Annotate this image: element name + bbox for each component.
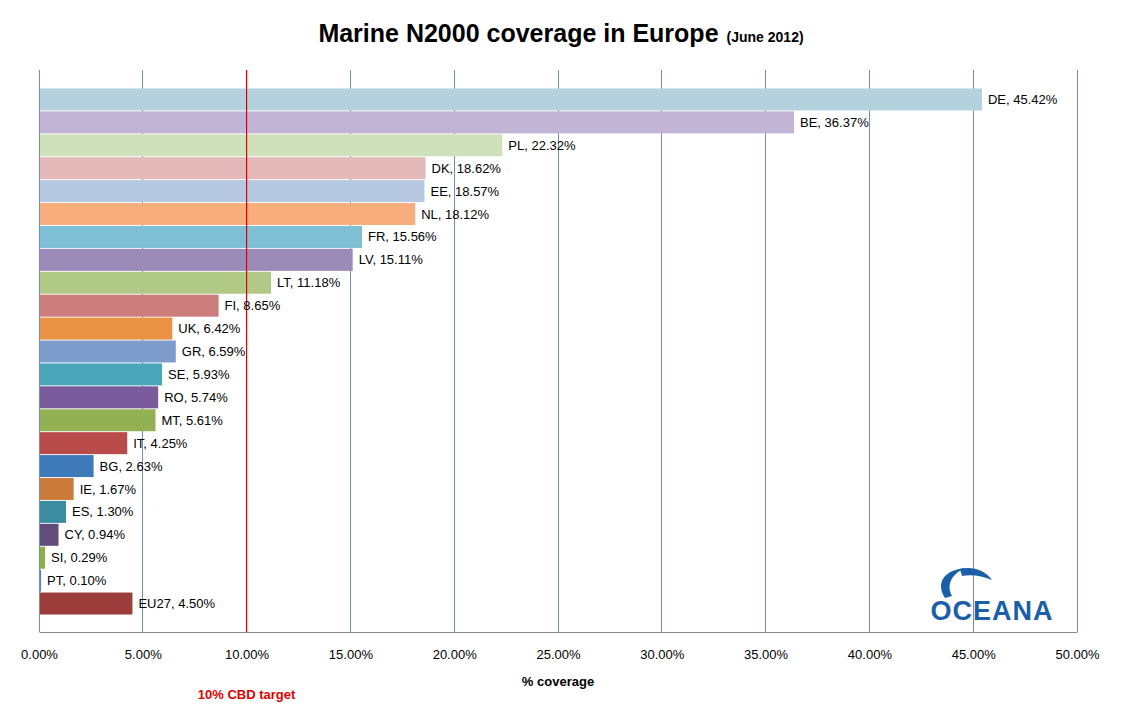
bar <box>39 363 162 385</box>
data-label: ES, 1.30% <box>72 504 134 519</box>
data-label: NL, 18.12% <box>421 207 489 222</box>
data-label: GR, 6.59% <box>182 344 246 359</box>
tick-label: 25.00% <box>536 647 581 662</box>
bar <box>39 203 415 225</box>
bar <box>39 386 158 408</box>
data-label: DE, 45.42% <box>988 92 1058 107</box>
data-label: LV, 15.11% <box>359 252 424 267</box>
data-label: SE, 5.93% <box>168 367 230 382</box>
tick-label: 35.00% <box>744 647 789 662</box>
grid-line <box>1077 70 1078 632</box>
grid <box>39 70 1077 632</box>
target-label: 10% CBD target <box>198 687 296 702</box>
x-axis-title: % coverage <box>522 674 594 689</box>
bar <box>39 272 271 294</box>
data-label: BE, 36.37% <box>800 115 869 130</box>
bar <box>39 88 982 110</box>
tick-label: 20.00% <box>433 647 478 662</box>
data-label: PL, 22.32% <box>508 138 576 153</box>
chart: 0.00% 5.00% 10.00% 15.00% 20.00% 25.00% 30.00%… <box>0 0 1122 711</box>
tick: 30.00% <box>640 632 685 662</box>
data-label: IT, 4.25% <box>133 436 188 451</box>
data-label: RO, 5.74% <box>164 390 228 405</box>
bar <box>39 341 176 363</box>
title-main: Marine N2000 coverage in Europe <box>318 19 718 47</box>
grid-line <box>973 70 974 632</box>
tick: 15.00% <box>329 632 374 662</box>
bar <box>39 111 794 133</box>
data-label: DK, 18.62% <box>432 161 502 176</box>
bars <box>39 88 982 614</box>
tick: 10.00% <box>225 632 270 662</box>
grid-line <box>39 70 40 632</box>
tick: 20.00% <box>433 632 478 662</box>
tick-label: 15.00% <box>329 647 374 662</box>
grid-line <box>765 70 766 632</box>
logo-swoosh-fin <box>960 568 992 580</box>
bar <box>39 295 219 317</box>
grid-line <box>558 70 559 632</box>
data-label: PT, 0.10% <box>47 573 107 588</box>
tick: 0.00% <box>21 632 58 662</box>
grid-line <box>246 70 247 632</box>
logo-text: OCEANA <box>930 596 1053 626</box>
bar <box>39 134 502 156</box>
target-line <box>246 70 247 632</box>
tick: 35.00% <box>744 632 789 662</box>
tick-label: 10.00% <box>225 647 270 662</box>
data-label: FR, 15.56% <box>368 229 437 244</box>
tick: 50.00% <box>1055 632 1100 662</box>
bar <box>39 478 74 500</box>
data-label: UK, 6.42% <box>178 321 241 336</box>
bar <box>39 409 155 431</box>
y-axis-line <box>39 70 40 632</box>
tick-label: 30.00% <box>640 647 685 662</box>
data-labels: DE, 45.42% BE, 36.37% PL, 22.32% DK, 18.62%… <box>47 92 1058 611</box>
logo: OCEANA <box>930 568 1053 626</box>
tick-label: 40.00% <box>848 647 893 662</box>
bar <box>39 180 425 202</box>
x-axis-line <box>40 632 1078 633</box>
title: Marine N2000 coverage in Europe (June 201… <box>318 19 803 47</box>
tick-label: 45.00% <box>952 647 997 662</box>
bar <box>39 226 362 248</box>
bar <box>39 593 132 615</box>
x-axis: 0.00% 5.00% 10.00% 15.00% 20.00% 25.00% 30.00%… <box>21 632 1100 662</box>
bar <box>39 249 353 271</box>
grid-line <box>661 70 662 632</box>
bar <box>39 524 59 546</box>
data-label: BG, 2.63% <box>100 459 163 474</box>
data-label: LT, 11.18% <box>277 275 341 290</box>
tick: 45.00% <box>952 632 997 662</box>
data-label: MT, 5.61% <box>161 413 223 428</box>
bar <box>39 318 172 340</box>
bar <box>39 432 127 454</box>
grid-line <box>869 70 870 632</box>
bar <box>39 157 426 179</box>
tick-label: 0.00% <box>21 647 58 662</box>
bar <box>39 501 66 523</box>
data-label: EE, 18.57% <box>431 184 500 199</box>
data-label: FI, 8.65% <box>225 298 281 313</box>
tick: 5.00% <box>125 632 162 662</box>
data-label: CY, 0.94% <box>65 527 126 542</box>
tick-label: 50.00% <box>1055 647 1100 662</box>
bar <box>39 547 45 569</box>
tick-label: 5.00% <box>125 647 162 662</box>
data-label: EU27, 4.50% <box>138 596 215 611</box>
bar <box>39 455 94 477</box>
tick: 40.00% <box>848 632 893 662</box>
subtitle: (June 2012) <box>727 29 804 45</box>
data-label: SI, 0.29% <box>51 550 108 565</box>
data-label: IE, 1.67% <box>80 482 137 497</box>
tick: 25.00% <box>536 632 581 662</box>
